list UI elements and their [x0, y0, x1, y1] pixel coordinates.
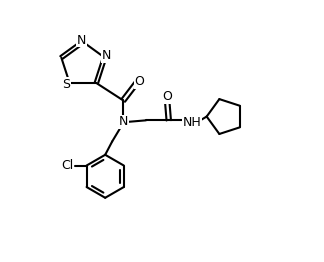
- Text: N: N: [101, 50, 111, 63]
- Text: S: S: [63, 78, 70, 91]
- Text: Cl: Cl: [61, 159, 73, 172]
- Text: O: O: [135, 75, 145, 88]
- Text: O: O: [162, 90, 172, 103]
- Text: NH: NH: [183, 116, 202, 129]
- Text: N: N: [119, 116, 128, 128]
- Text: N: N: [77, 34, 86, 47]
